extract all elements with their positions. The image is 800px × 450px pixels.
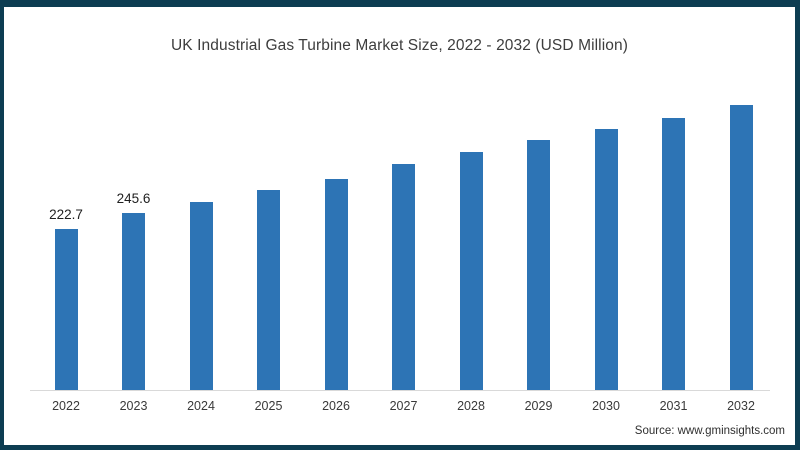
source-text: Source: www.gminsights.com [634, 425, 785, 437]
bar-2026 [324, 179, 348, 390]
x-tick-label-2031: 2031 [659, 399, 688, 413]
bar-2023 [122, 213, 145, 390]
bar-2028 [459, 152, 483, 390]
x-tick-label-2027: 2027 [389, 399, 418, 413]
x-tick-label-2030: 2030 [592, 399, 620, 413]
bar-2027 [392, 164, 415, 390]
bar-value-label-2023: 245.6 [116, 191, 151, 206]
bar-2024 [189, 202, 213, 390]
bar-2032 [729, 105, 753, 390]
x-tick-label-2022: 2022 [52, 399, 80, 413]
x-tick-label-2032: 2032 [727, 399, 755, 413]
bar-2025 [257, 190, 280, 390]
x-tick-label-2026: 2026 [322, 399, 350, 413]
plot-area: 222.7 2022 245.6 2023 2024 2025 2026 2027 2028 20… [4, 7, 795, 445]
x-tick-label-2025: 2025 [254, 399, 283, 413]
bar-2022 [54, 229, 78, 390]
bar-2029 [527, 140, 550, 390]
x-tick-label-2024: 2024 [187, 399, 215, 413]
chart-title: UK Industrial Gas Turbine Market Size, 2… [171, 37, 628, 54]
bar-2030 [594, 129, 618, 390]
x-tick-label-2028: 2028 [457, 399, 485, 413]
x-tick-label-2029: 2029 [524, 399, 553, 413]
x-tick-label-2023: 2023 [119, 399, 148, 413]
x-axis-line [30, 390, 770, 391]
bar-value-label-2022: 222.7 [49, 207, 83, 222]
bar-2031 [662, 118, 685, 390]
